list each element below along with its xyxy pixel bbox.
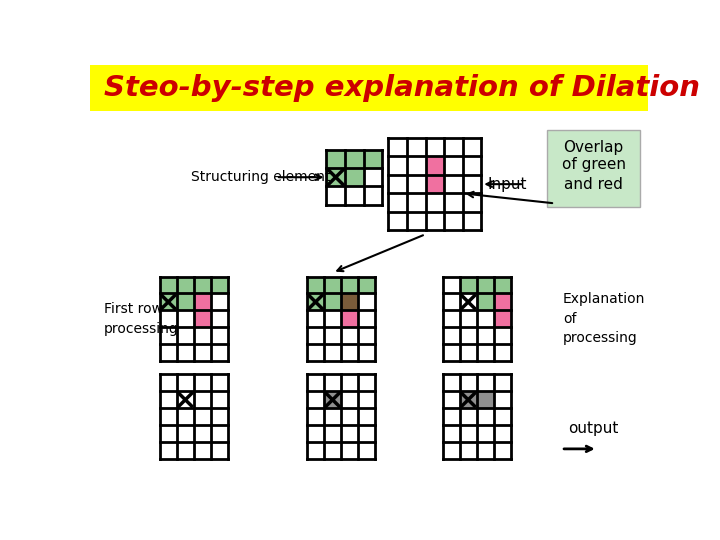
Bar	[426, 175, 444, 193]
Bar	[494, 276, 510, 294]
Bar	[345, 168, 364, 186]
Bar	[211, 276, 228, 294]
Text: Input: Input	[487, 177, 527, 192]
Bar	[547, 130, 640, 207]
Bar	[341, 310, 358, 327]
Bar	[459, 276, 477, 294]
Bar	[358, 276, 375, 294]
Bar	[494, 310, 510, 327]
Bar	[426, 157, 444, 175]
Bar	[341, 276, 358, 294]
Bar	[307, 294, 324, 310]
Bar	[477, 276, 494, 294]
Bar	[477, 392, 494, 408]
Bar	[160, 276, 177, 294]
Bar	[324, 392, 341, 408]
Bar	[160, 294, 177, 310]
Text: Steo-by-step explanation of Dilation: Steo-by-step explanation of Dilation	[104, 74, 700, 102]
Bar	[326, 168, 345, 186]
Text: Explanation
of
processing: Explanation of processing	[563, 292, 645, 346]
Bar	[307, 276, 324, 294]
Bar	[90, 65, 648, 111]
Bar	[177, 294, 194, 310]
Bar	[194, 310, 211, 327]
Text: Overlap: Overlap	[564, 140, 624, 154]
Bar	[459, 392, 477, 408]
Bar	[326, 150, 345, 168]
Bar	[324, 276, 341, 294]
Bar	[494, 294, 510, 310]
Bar	[194, 276, 211, 294]
Bar	[477, 294, 494, 310]
Text: of green: of green	[562, 157, 626, 172]
Bar	[364, 150, 382, 168]
Text: Structuring element: Structuring element	[191, 170, 330, 184]
Bar	[341, 294, 358, 310]
Bar	[324, 294, 341, 310]
Text: output: output	[568, 421, 618, 436]
Bar	[194, 294, 211, 310]
Bar	[345, 150, 364, 168]
Bar	[177, 276, 194, 294]
Text: and red: and red	[564, 177, 624, 192]
Text: First row
processing: First row processing	[104, 302, 179, 336]
